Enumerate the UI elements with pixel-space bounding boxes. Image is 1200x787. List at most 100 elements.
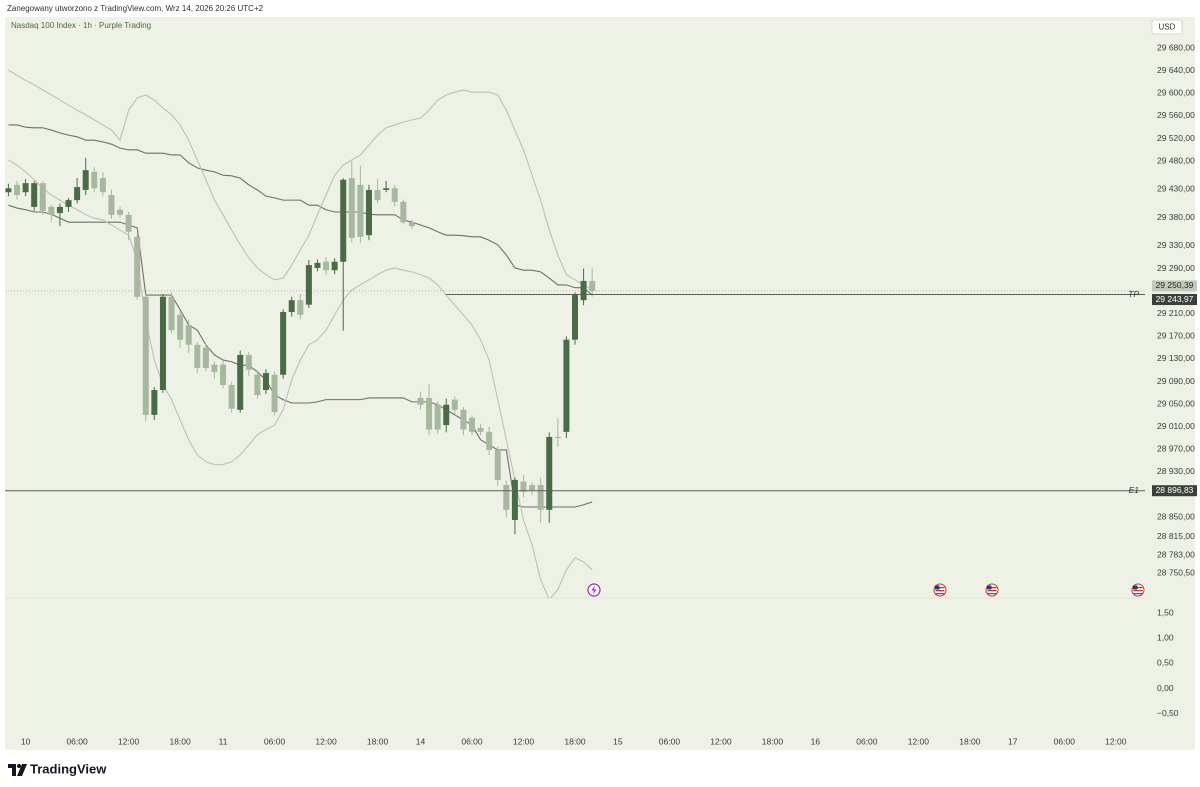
candle-body: [271, 374, 278, 413]
candle-body: [5, 188, 12, 193]
candle-body: [82, 170, 89, 190]
logo-mark: [8, 764, 27, 776]
x-tick-label: 18:00: [762, 736, 784, 746]
y-tick-label: 29 520,00: [1157, 133, 1195, 143]
x-tick-label: 18:00: [959, 736, 981, 746]
candle-body: [537, 484, 544, 510]
y-tick-label: 28 750,50: [1157, 568, 1195, 578]
candle-body: [426, 397, 433, 430]
candle-body: [323, 261, 330, 271]
x-tick-label: 06:00: [66, 736, 88, 746]
y-tick-label: 29 430,00: [1157, 184, 1195, 194]
event-icon[interactable]: [933, 583, 947, 597]
y-tick-label: 28 970,00: [1157, 444, 1195, 454]
price-tag: [1152, 294, 1197, 306]
candle-body: [486, 431, 493, 450]
chart-title: Nasdaq 100 Index · 1h · Purple Trading: [11, 21, 151, 30]
x-tick-label: 18:00: [169, 736, 191, 746]
candle-body: [185, 325, 192, 345]
candle-body: [194, 344, 201, 368]
candle-body: [91, 171, 98, 189]
event-icon[interactable]: [1131, 583, 1145, 597]
candle-body: [125, 214, 132, 232]
candle-body: [237, 354, 244, 410]
candle-body: [554, 436, 561, 439]
candle-body: [468, 417, 475, 432]
x-tick-label: 16: [811, 736, 821, 746]
x-tick-label: 12:00: [710, 736, 732, 746]
candle-body: [245, 354, 252, 370]
candle-body: [348, 178, 355, 238]
candle-body: [305, 265, 312, 305]
y-tick-label: 29 130,00: [1157, 353, 1195, 363]
candle-body: [288, 300, 295, 313]
indicator-line: [8, 159, 593, 598]
level-label: E1: [1129, 485, 1140, 495]
candle-body: [151, 390, 158, 415]
x-tick-label: 12:00: [513, 736, 535, 746]
currency-label[interactable]: USD: [1159, 23, 1176, 32]
x-tick-label: 06:00: [461, 736, 483, 746]
candle-body: [31, 183, 38, 207]
candle-body: [314, 262, 321, 268]
y-tick-label: 28 783,00: [1157, 549, 1195, 559]
candle-body: [511, 479, 518, 521]
candle-body: [408, 222, 415, 227]
candle-body: [417, 397, 424, 405]
header-text: Zanegowany utworzono z TradingView.com, …: [7, 4, 264, 13]
candle-body: [48, 206, 55, 215]
candle-body: [391, 188, 398, 202]
candle-body: [365, 189, 372, 236]
x-tick-label: 12:00: [908, 736, 930, 746]
y-tick-label: 1,00: [1157, 633, 1174, 643]
y-tick-label: 0,50: [1157, 658, 1174, 668]
y-tick-label: 29 330,00: [1157, 240, 1195, 250]
candle-body: [56, 206, 63, 214]
candle-body: [202, 347, 209, 368]
candle-body: [220, 364, 227, 385]
x-tick-label: 15: [613, 736, 623, 746]
candle-body: [383, 188, 390, 190]
candle-body: [520, 481, 527, 492]
x-tick-label: 18:00: [367, 736, 389, 746]
event-icon[interactable]: [985, 583, 999, 597]
y-tick-label: 29 210,00: [1157, 308, 1195, 318]
y-tick-label: 29 290,00: [1157, 263, 1195, 273]
candle-body: [262, 373, 269, 391]
x-tick-label: 06:00: [1054, 736, 1076, 746]
candle-body: [563, 339, 570, 432]
x-tick-label: 06:00: [264, 736, 286, 746]
y-tick-label: 29 560,00: [1157, 110, 1195, 120]
chart-background: [5, 17, 1195, 750]
last-price-label: 29 250,39: [1156, 280, 1194, 290]
candle-body: [443, 404, 450, 426]
candle-body: [331, 261, 338, 271]
candle-body: [400, 201, 407, 223]
y-tick-label: 29 380,00: [1157, 212, 1195, 222]
currency-box[interactable]: [1151, 19, 1183, 35]
candle-body: [589, 280, 596, 291]
candle-body: [168, 296, 175, 331]
price-tag: [1152, 485, 1197, 497]
x-tick-label: 12:00: [1105, 736, 1127, 746]
candle-body: [571, 295, 579, 340]
last-price-tag: [1152, 280, 1197, 292]
candle-body: [99, 178, 106, 193]
candle-body: [117, 209, 124, 215]
candle-body: [374, 189, 381, 201]
candle-body: [460, 409, 467, 430]
candle-body: [546, 436, 553, 510]
candle-body: [159, 296, 166, 391]
y-tick-label: 0,00: [1157, 683, 1174, 693]
x-tick-label: 11: [219, 736, 228, 746]
y-tick-label: 28 815,00: [1157, 531, 1195, 541]
x-tick-label: 12:00: [118, 736, 140, 746]
candle-body: [280, 312, 287, 375]
candle-body: [228, 384, 235, 409]
event-icon[interactable]: [587, 583, 601, 597]
candle-body: [14, 184, 21, 196]
candle-body: [134, 236, 141, 297]
candle-body: [142, 296, 149, 415]
